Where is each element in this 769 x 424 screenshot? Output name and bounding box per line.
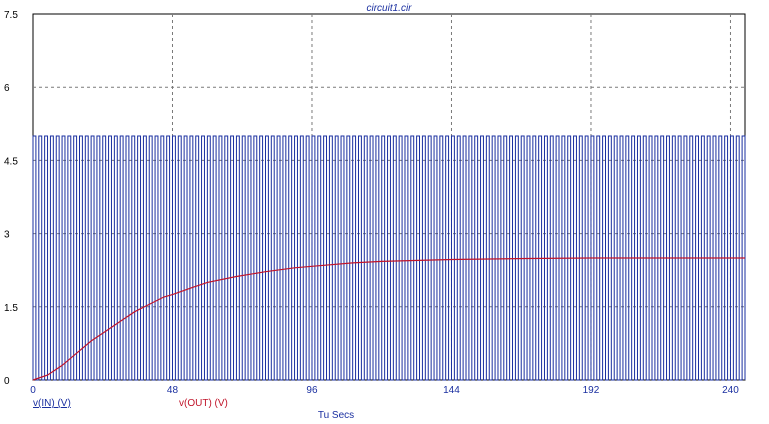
series-line-v-in: [32, 135, 746, 381]
series-line-v-out: [32, 257, 745, 381]
y-tick-label: 0: [4, 376, 10, 387]
y-tick-label: 3: [4, 230, 10, 241]
x-tick-label: 192: [583, 385, 600, 396]
x-tick-label: 240: [722, 385, 739, 396]
y-tick-label: 7.5: [4, 10, 18, 21]
y-tick-label: 1.5: [4, 303, 18, 314]
x-tick-label: 0: [30, 385, 36, 396]
chart-title: circuit1.cir: [366, 3, 412, 14]
x-tick-label: 96: [306, 385, 318, 396]
legend-v-out[interactable]: v(OUT) (V): [179, 398, 228, 409]
legend-v-in[interactable]: v(IN) (V): [33, 398, 71, 409]
x-tick-label: 48: [167, 385, 179, 396]
y-tick-label: 4.5: [4, 156, 18, 167]
x-tick-label: 144: [443, 385, 460, 396]
series-v-out: [32, 257, 745, 381]
y-tick-label: 6: [4, 83, 10, 94]
y-axis-ticks: 0 1.5 3 4.5 6 7.5: [4, 10, 18, 387]
plot-area-frame: [32, 13, 746, 381]
x-axis-ticks: 0 48 96 144 192 240: [30, 385, 739, 396]
x-axis-label: Tu Secs: [318, 410, 354, 421]
series-v-in: [32, 135, 746, 381]
